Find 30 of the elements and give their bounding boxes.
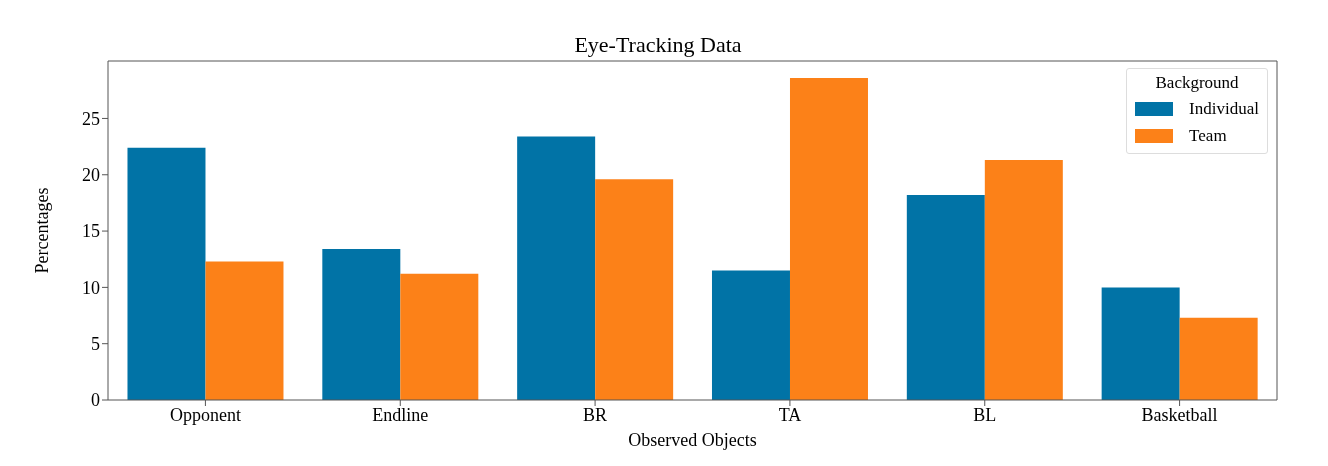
bar bbox=[789, 77, 868, 400]
y-tick-label: 0 bbox=[91, 390, 100, 411]
bar bbox=[127, 147, 206, 400]
bar bbox=[517, 136, 596, 400]
x-tick-label: Endline bbox=[372, 404, 429, 425]
legend-title: Background bbox=[1154, 73, 1240, 93]
x-axis-title: Observed Objects bbox=[628, 430, 757, 450]
x-tick-label: BL bbox=[973, 404, 997, 425]
x-tick-label: Opponent bbox=[169, 404, 241, 425]
bar bbox=[400, 273, 479, 400]
legend-label: Individual bbox=[1189, 98, 1259, 119]
bar bbox=[984, 160, 1063, 400]
bar bbox=[322, 249, 401, 400]
bar bbox=[205, 261, 284, 400]
y-axis-title: Percentages bbox=[32, 187, 53, 274]
x-tick-label: BR bbox=[583, 404, 608, 425]
bar bbox=[1101, 287, 1180, 400]
x-tick-label: TA bbox=[778, 404, 802, 425]
y-tick-label: 15 bbox=[82, 221, 100, 242]
bar bbox=[906, 195, 985, 400]
y-tick-label: 25 bbox=[82, 108, 100, 129]
bar bbox=[595, 179, 674, 400]
chart-title: Eye-Tracking Data bbox=[573, 31, 743, 59]
y-tick-label: 5 bbox=[91, 334, 100, 355]
bar bbox=[1179, 317, 1258, 400]
y-tick-label: 10 bbox=[82, 277, 100, 298]
y-tick-label: 20 bbox=[82, 165, 100, 186]
bar bbox=[711, 270, 790, 400]
x-tick-label: Basketball bbox=[1141, 404, 1218, 425]
legend-label: Team bbox=[1189, 125, 1227, 146]
